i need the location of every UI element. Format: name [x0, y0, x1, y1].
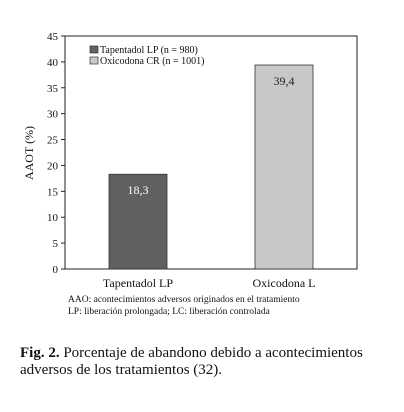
note-line-2: LP: liberación prolongada; LC: liberació… [68, 307, 270, 317]
legend-swatch [89, 56, 99, 65]
plot-area: 0 5 10 15 20 25 30 35 40 45 18,3 Tapentadol LP 39,4 O… [47, 31, 358, 290]
y-axis-label: AAOT (%) [22, 126, 36, 180]
bar-chart: 0 5 10 15 20 25 30 35 40 45 18,3 Tapentadol LP 39,4 O… [22, 31, 358, 290]
chart-notes: AAO: acontecimientos adversos originados… [68, 294, 300, 318]
legend-swatch [89, 45, 99, 54]
y-tick-label: 20 [47, 160, 59, 172]
legend-label: Tapentadol LP (n = 980) [100, 45, 198, 56]
y-tick-label: 15 [47, 186, 59, 198]
figure-caption: Fig. 2. Porcentaje de abandono debido a … [20, 345, 390, 379]
y-tick-label: 25 [47, 135, 59, 147]
y-tick-label: 0 [53, 264, 59, 276]
y-tick-label: 35 [47, 83, 59, 95]
bar-value-label: 18,3 [128, 183, 149, 197]
bar-2 [254, 64, 314, 270]
x-category-label: Tapentadol LP [103, 276, 173, 290]
y-tick-label: 5 [53, 238, 59, 250]
y-tick-label: 45 [47, 31, 59, 43]
bar-1 [108, 173, 168, 270]
legend-label: Oxicodona CR (n = 1001) [100, 56, 205, 67]
y-tick-label: 40 [47, 57, 59, 69]
plot-frame [64, 35, 358, 270]
caption-lead: Fig. 2. [20, 345, 60, 361]
note-line-1: AAO: acontecimientos adversos originados… [68, 295, 300, 305]
bar-value-label: 39,4 [274, 74, 295, 88]
caption-text: Porcentaje de abandono debido a aconteci… [20, 345, 363, 378]
x-category-label: Oxicodona L [253, 276, 316, 290]
y-tick-label: 10 [47, 212, 59, 224]
y-tick-label: 30 [47, 109, 59, 121]
